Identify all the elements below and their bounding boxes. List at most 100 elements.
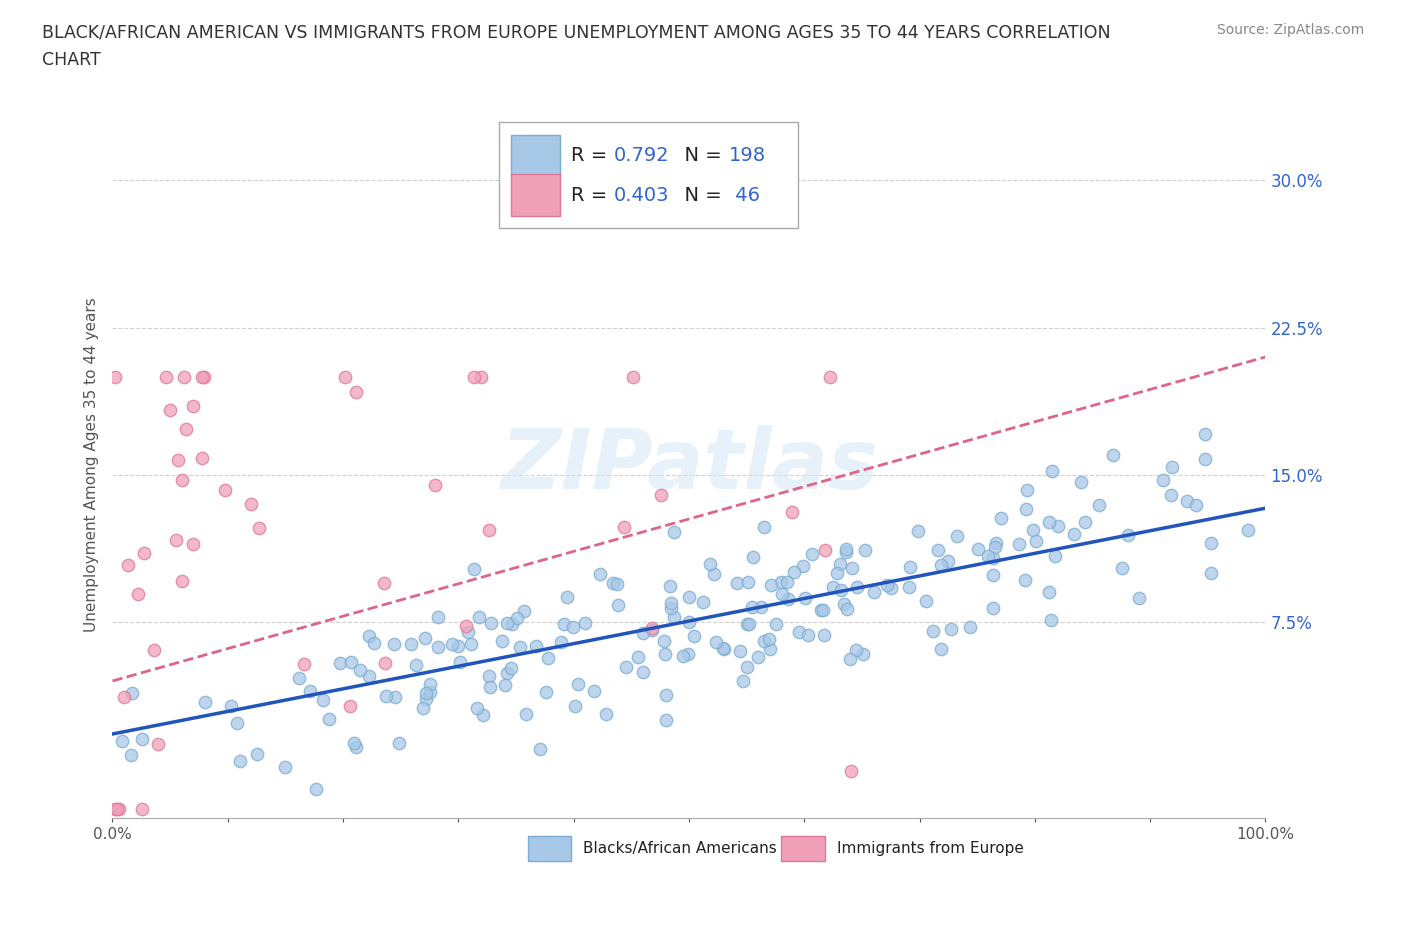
Point — [219, 698, 242, 713]
Point — [595, 707, 617, 722]
Point — [114, 689, 136, 704]
Point — [793, 591, 815, 605]
Point — [537, 650, 560, 665]
Point — [357, 669, 380, 684]
Point — [470, 369, 492, 384]
Point — [359, 629, 381, 644]
Point — [655, 712, 678, 727]
Point — [496, 615, 519, 630]
Point — [191, 369, 214, 384]
Point — [692, 595, 714, 610]
Point — [835, 541, 858, 556]
Point — [191, 451, 214, 466]
Point — [564, 698, 586, 713]
Point — [662, 609, 685, 624]
Point — [627, 649, 650, 664]
Point — [288, 671, 311, 685]
Point — [730, 644, 752, 658]
Point — [984, 540, 1007, 555]
Point — [749, 600, 772, 615]
Point — [765, 617, 787, 631]
Point — [344, 739, 367, 754]
Point — [699, 557, 721, 572]
Point — [664, 525, 686, 539]
Point — [419, 684, 441, 699]
Point — [387, 736, 409, 751]
Point — [550, 635, 572, 650]
Text: 0.403: 0.403 — [614, 185, 669, 205]
Point — [659, 596, 682, 611]
Point — [121, 685, 143, 700]
Point — [247, 520, 270, 535]
Point — [239, 497, 262, 512]
Bar — [782, 836, 825, 861]
Point — [246, 746, 269, 761]
Point — [983, 601, 1005, 616]
Point — [312, 693, 335, 708]
Point — [339, 698, 361, 713]
Point — [621, 369, 644, 384]
Point — [758, 631, 780, 646]
Point — [1038, 514, 1060, 529]
Point — [711, 641, 734, 656]
Point — [441, 637, 464, 652]
Point — [659, 601, 682, 616]
Point — [1038, 585, 1060, 600]
Point — [491, 634, 513, 649]
Point — [479, 616, 502, 631]
Point — [852, 646, 875, 661]
Point — [946, 528, 969, 543]
Point — [813, 602, 835, 617]
Point — [838, 652, 860, 667]
Point — [792, 559, 814, 574]
Point — [193, 369, 215, 384]
Point — [735, 659, 758, 674]
Point — [412, 700, 434, 715]
Point — [117, 558, 139, 573]
Point — [478, 669, 501, 684]
Point — [1194, 452, 1216, 467]
Point — [654, 646, 676, 661]
Point — [305, 781, 328, 796]
Point — [742, 550, 765, 565]
Point — [897, 579, 920, 594]
Point — [981, 551, 1004, 565]
Point — [853, 542, 876, 557]
Text: R =: R = — [571, 146, 614, 165]
Point — [1022, 522, 1045, 537]
Point — [374, 656, 396, 671]
Point — [818, 369, 841, 384]
FancyBboxPatch shape — [512, 135, 560, 177]
Point — [120, 748, 142, 763]
Point — [990, 511, 1012, 525]
Point — [463, 562, 485, 577]
Point — [134, 546, 156, 561]
Point — [534, 684, 557, 699]
Point — [529, 741, 551, 756]
Point — [1014, 573, 1036, 588]
Point — [226, 715, 249, 730]
Point — [105, 801, 128, 816]
Point — [880, 580, 903, 595]
Point — [810, 603, 832, 618]
Point — [174, 421, 197, 436]
Point — [927, 543, 949, 558]
Point — [103, 369, 125, 384]
Point — [898, 560, 921, 575]
Point — [606, 577, 628, 591]
Point — [678, 615, 700, 630]
Point — [405, 658, 427, 672]
Point — [602, 575, 624, 590]
Point — [907, 524, 929, 538]
Y-axis label: Unemployment Among Ages 35 to 44 years: Unemployment Among Ages 35 to 44 years — [83, 298, 98, 632]
Point — [425, 477, 447, 492]
Text: 46: 46 — [730, 185, 761, 205]
Point — [472, 708, 495, 723]
Point — [606, 598, 628, 613]
Point — [508, 640, 530, 655]
Point — [977, 548, 1000, 563]
Point — [752, 633, 775, 648]
Point — [631, 626, 654, 641]
Point — [655, 688, 678, 703]
Point — [683, 629, 706, 644]
